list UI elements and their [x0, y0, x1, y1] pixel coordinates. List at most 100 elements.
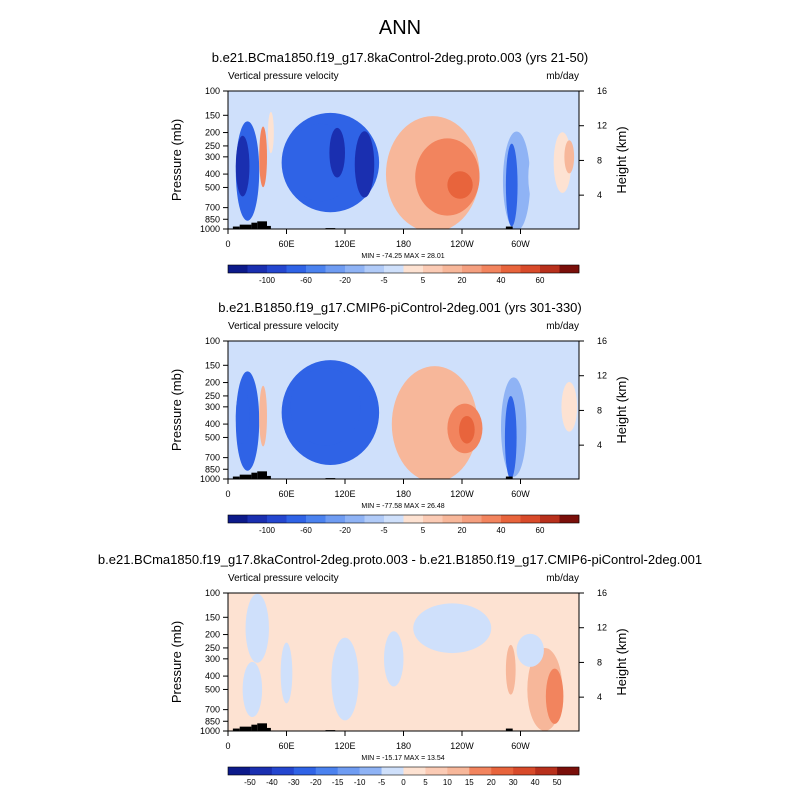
colorbar-label: 60 — [536, 276, 545, 285]
colorbar-swatch — [491, 767, 514, 775]
contour-region-5 — [290, 368, 361, 446]
terrain-bar-1 — [232, 226, 240, 229]
colorbar-label: 5 — [423, 778, 428, 787]
contour-region-2 — [235, 388, 250, 444]
contour-region-16 — [564, 140, 575, 174]
colorbar-label: 10 — [443, 778, 452, 787]
y-tick-label: 250 — [205, 643, 220, 653]
colorbar-label: 40 — [497, 526, 506, 535]
y2-tick-label: 4 — [597, 692, 602, 702]
colorbar-swatch — [364, 265, 385, 273]
y2-axis-label: Height (km) — [614, 376, 629, 443]
panel-2: b.e21.B1850.f19_g17.CMIP6-piControl-2deg… — [169, 300, 629, 535]
y-tick-label: 200 — [205, 378, 220, 388]
colorbar-label: -15 — [332, 778, 344, 787]
contour-region-7 — [329, 127, 346, 178]
colorbar-label: 40 — [497, 276, 506, 285]
x-tick-label: 180 — [396, 489, 411, 499]
y-tick-label: 700 — [205, 453, 220, 463]
y-tick-label: 200 — [205, 128, 220, 138]
minmax-label: MIN = -15.17 MAX = 13.54 — [361, 755, 444, 762]
colorbar-swatch — [293, 767, 317, 775]
y-tick-label: 300 — [205, 152, 220, 162]
colorbar-frame — [227, 514, 580, 524]
terrain-bar-5 — [267, 225, 271, 229]
panel-title: b.e21.BCma1850.f19_g17.8kaControl-2deg.p… — [98, 552, 702, 567]
contour-region-3 — [259, 385, 267, 447]
minmax-label: MIN = -77.58 MAX = 26.48 — [361, 503, 444, 510]
colorbar-label: -5 — [380, 276, 388, 285]
contour-region-2 — [235, 135, 250, 197]
y-axis-label: Pressure (mb) — [169, 369, 184, 451]
terrain-bar-3 — [251, 724, 258, 731]
contour-region-7 — [505, 644, 516, 695]
colorbar-swatch — [247, 265, 268, 273]
colorbar-label: 15 — [465, 778, 474, 787]
panel-title: b.e21.BCma1850.f19_g17.8kaControl-2deg.p… — [212, 50, 589, 65]
colorbar-swatch — [442, 515, 463, 523]
right-string: mb/day — [546, 573, 579, 584]
x-tick-label: 60W — [511, 741, 530, 751]
terrain-bar-4 — [257, 471, 267, 479]
colorbar-swatch — [364, 515, 385, 523]
y-tick-label: 150 — [205, 110, 220, 120]
y-axis-label: Pressure (mb) — [169, 621, 184, 703]
colorbar-swatch — [520, 265, 541, 273]
terrain-bar-7 — [505, 476, 513, 479]
contour-region-3 — [280, 642, 293, 704]
colorbar-swatch — [345, 515, 365, 523]
terrain-bar-2 — [239, 726, 252, 731]
colorbar-swatch — [462, 515, 482, 523]
terrain-bar-7 — [505, 226, 513, 229]
contour-field — [228, 341, 579, 479]
colorbar-label: -20 — [339, 276, 351, 285]
colorbar-swatch — [384, 515, 404, 523]
y2-tick-label: 12 — [597, 371, 607, 381]
y-tick-label: 400 — [205, 169, 220, 179]
panel-3: b.e21.BCma1850.f19_g17.8kaControl-2deg.p… — [98, 552, 702, 787]
colorbar-swatch — [481, 515, 502, 523]
colorbar-swatch — [315, 767, 338, 775]
colorbar-swatch — [403, 767, 426, 775]
y2-tick-label: 8 — [597, 155, 602, 165]
colorbar-swatch — [325, 265, 346, 273]
colorbar-swatch — [247, 515, 268, 523]
colorbar-label: 5 — [421, 276, 426, 285]
x-tick-label: 120W — [450, 741, 474, 751]
colorbar-label: -60 — [300, 526, 312, 535]
terrain-bar-2 — [239, 474, 252, 479]
terrain-bar-5 — [267, 727, 271, 731]
contour-region-13 — [505, 143, 518, 227]
colorbar-swatch — [423, 515, 443, 523]
panels: b.e21.BCma1850.f19_g17.8kaControl-2deg.p… — [98, 50, 702, 787]
contour-region-4 — [267, 111, 274, 154]
contour-field — [228, 91, 579, 229]
y-tick-label: 150 — [205, 360, 220, 370]
colorbar-swatch — [403, 515, 424, 523]
colorbar-swatch — [384, 265, 404, 273]
left-string: Vertical pressure velocity — [228, 71, 339, 82]
colorbar-label: 20 — [487, 778, 496, 787]
contour-region-6 — [286, 123, 355, 202]
terrain-bar-5 — [267, 475, 271, 479]
colorbar-swatch — [423, 265, 443, 273]
right-string: mb/day — [546, 71, 579, 82]
y-tick-label: 100 — [205, 86, 220, 96]
y-tick-label: 250 — [205, 141, 220, 151]
contour-region-12 — [561, 382, 578, 432]
terrain-bar-2 — [239, 224, 252, 229]
x-tick-label: 60E — [278, 741, 294, 751]
y-tick-label: 1000 — [200, 474, 220, 484]
colorbar-swatch — [325, 515, 346, 523]
y-tick-label: 200 — [205, 630, 220, 640]
colorbar-swatch — [271, 767, 295, 775]
contour-region-9 — [545, 668, 564, 724]
colorbar-swatch — [540, 515, 560, 523]
colorbar-label: -5 — [378, 778, 386, 787]
terrain-bar-3 — [251, 472, 258, 479]
x-tick-label: 120W — [450, 489, 474, 499]
colorbar-swatch — [286, 265, 307, 273]
x-tick-label: 0 — [225, 239, 230, 249]
colorbar-swatch — [267, 265, 287, 273]
x-tick-label: 0 — [225, 489, 230, 499]
